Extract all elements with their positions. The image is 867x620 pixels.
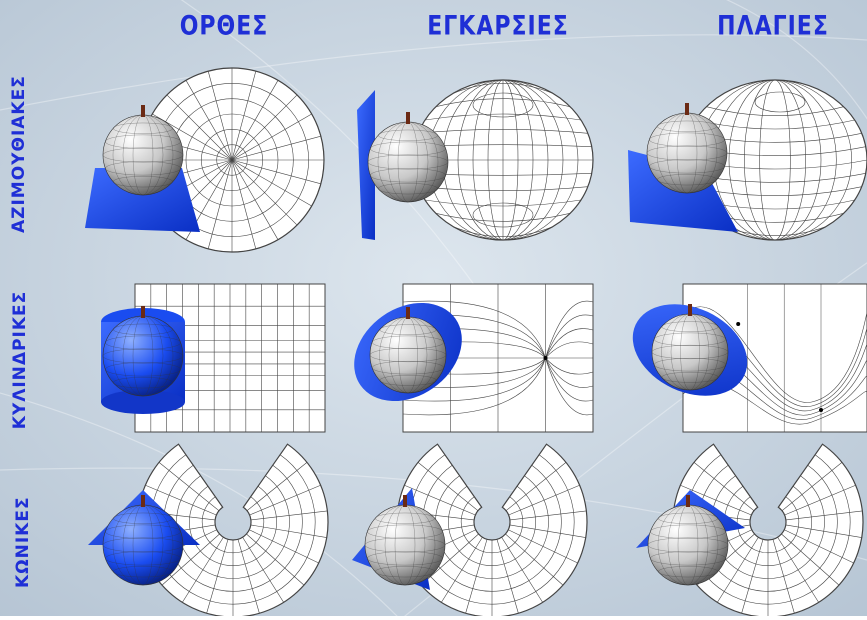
projection-cylinder-icon [101,390,185,414]
globe-icon [651,304,729,391]
globe-icon [646,103,728,194]
column-label-transverse: ΕΓΚΑΡΣΙΕΣ [427,11,569,42]
globe-icon [367,112,449,203]
projection-plane-icon [357,90,375,240]
globe-icon [102,306,184,397]
globe-icon [647,495,729,586]
row-label-azimuthal: ΑΖΙΜΟΥΘΙΑΚΕΣ [9,75,29,233]
globe-icon [102,495,184,586]
row-label-conic: ΚΩΝΙΚΕΣ [13,496,33,588]
projection-plane-icon [85,168,200,232]
column-label-regular: ΟΡΘΕΣ [179,11,269,42]
globe-icon [369,307,447,394]
column-label-oblique: ΠΛΑΓΙΕΣ [717,11,829,42]
globe-icon [364,495,446,586]
globe-icon [102,105,184,196]
row-label-cylindrical: ΚΥΛΙΝΔΡΙΚΕΣ [10,290,30,430]
